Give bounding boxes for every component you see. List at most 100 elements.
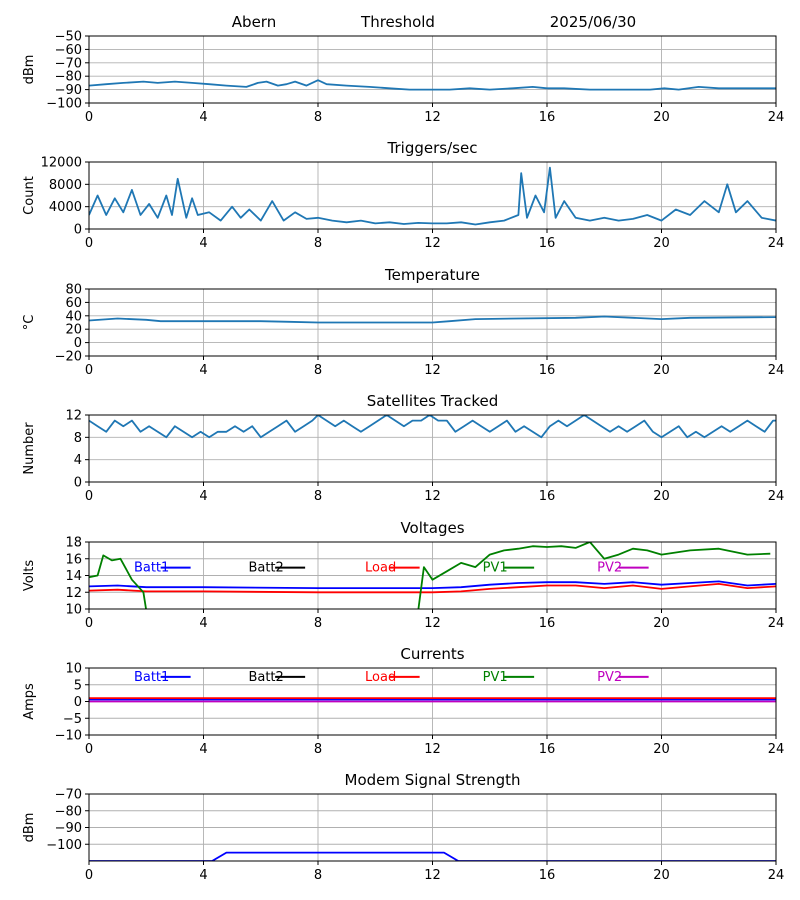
temperature-ytick-label: −20: [55, 350, 82, 365]
triggers-xtick-label: 12: [424, 236, 441, 251]
temperature-series-0-line: [89, 315, 776, 324]
threshold-ytick-label: −100: [46, 97, 82, 112]
temperature-ytick-label: 60: [65, 296, 82, 311]
currents-ytick-label: 10: [65, 662, 82, 677]
temperature-series-group: [89, 315, 776, 324]
threshold-ytick-label: −50: [55, 30, 82, 45]
triggers-series-group: [89, 166, 776, 226]
currents-ylabel: Amps: [22, 683, 37, 720]
voltages-xtick-label: 16: [539, 616, 556, 631]
threshold-frame: [88, 35, 777, 104]
voltages-legend-pv1-label: PV1: [483, 561, 508, 576]
modem-xtick-label: 0: [85, 868, 93, 883]
currents-title: Currents: [400, 645, 464, 663]
temperature-ytick-label: 40: [65, 309, 82, 324]
satellites-xtick-label: 4: [199, 489, 207, 504]
satellites-xtick-label: 12: [424, 489, 441, 504]
satellites-xtick-label: 8: [314, 489, 322, 504]
voltages-legend-batt1-label: Batt1: [134, 561, 169, 576]
currents-series-group: [89, 697, 776, 703]
voltages-ytick-label: 18: [65, 536, 82, 551]
voltages-ytick-label: 16: [65, 552, 82, 567]
voltages-ytick-label: 14: [65, 569, 82, 584]
satellites-series-group: [89, 415, 776, 439]
triggers-xtick-label: 0: [85, 236, 93, 251]
voltages-ytick-label: 12: [65, 586, 82, 601]
temperature-xtick-label: 12: [424, 363, 441, 378]
currents-ytick-label: 0: [74, 695, 82, 710]
voltages-series-batt1-line: [89, 580, 776, 589]
station-name: Abern: [232, 13, 276, 31]
currents-xtick-label: 0: [85, 742, 93, 757]
currents-legend-batt1-label: Batt1: [134, 670, 169, 685]
header: Abern Threshold 2025/06/30: [232, 13, 636, 31]
currents-xtick-label: 20: [653, 742, 670, 757]
modem-ytick-label: −100: [46, 838, 82, 853]
threshold-ytick-label: −70: [55, 56, 82, 71]
triggers-ytick-label: 8000: [49, 178, 82, 193]
satellites-ytick-label: 8: [74, 431, 82, 446]
temperature-xtick-label: 16: [539, 363, 556, 378]
temperature-ytick-label: 0: [74, 336, 82, 351]
voltages-ylabel: Volts: [22, 560, 37, 592]
voltages-xtick-label: 20: [653, 616, 670, 631]
currents-xtick-label: 4: [199, 742, 207, 757]
panel-threshold: dBm 0 4 8 12 16 20 24 −100−90−80−70−60−50: [22, 30, 784, 126]
currents-xtick-label: 8: [314, 742, 322, 757]
threshold-series-group: [89, 79, 776, 91]
satellites-series-0-line: [89, 415, 776, 439]
satellites-frame: [88, 414, 777, 483]
mode-label: Threshold: [360, 13, 435, 31]
modem-xtick-label: 20: [653, 868, 670, 883]
modem-title: Modem Signal Strength: [345, 771, 521, 789]
voltages-legend-load-label: Load: [365, 561, 396, 576]
currents-frame: [88, 667, 777, 736]
satellites-title: Satellites Tracked: [367, 392, 498, 410]
satellites-xtick-label: 16: [539, 489, 556, 504]
modem-xtick-label: 24: [768, 868, 785, 883]
voltages-xtick-label: 0: [85, 616, 93, 631]
temperature-title: Temperature: [384, 266, 480, 284]
threshold-ytick-label: −80: [55, 70, 82, 85]
modem-ytick-label: −90: [55, 821, 82, 836]
satellites-ylabel: Number: [22, 422, 37, 475]
currents-legend-batt2-label: Batt2: [248, 670, 283, 685]
voltages-frame: [88, 541, 777, 610]
modem-xtick-label: 8: [314, 868, 322, 883]
voltages-title: Voltages: [400, 519, 464, 537]
temperature-xtick-label: 4: [199, 363, 207, 378]
triggers-ytick-label: 4000: [49, 200, 82, 215]
temperature-frame: [88, 288, 777, 357]
temperature-xtick-label: 20: [653, 363, 670, 378]
threshold-xtick-label: 4: [199, 110, 207, 125]
satellites-ytick-label: 0: [74, 476, 82, 491]
panel-triggers: Triggers/sec Count 0 4 8 12 16 20 24 0 4000 8000 120…: [22, 139, 784, 251]
threshold-xtick-label: 24: [768, 110, 785, 125]
triggers-xtick-label: 20: [653, 236, 670, 251]
voltages-xtick-label: 24: [768, 616, 785, 631]
voltages-xtick-label: 4: [199, 616, 207, 631]
threshold-xtick-label: 16: [539, 110, 556, 125]
triggers-xtick-label: 24: [768, 236, 785, 251]
currents-xtick-label: 24: [768, 742, 785, 757]
triggers-ytick-label: 0: [74, 223, 82, 238]
voltages-legend-pv2-label: PV2: [597, 561, 622, 576]
modem-series-0-line: [89, 851, 776, 861]
triggers-series-0-line: [89, 166, 776, 226]
modem-ylabel: dBm: [22, 813, 37, 843]
modem-frame: [88, 793, 777, 862]
voltages-series-pv1-line: [89, 542, 771, 609]
currents-ytick-label: −5: [63, 712, 82, 727]
currents-legend-pv2-label: PV2: [597, 670, 622, 685]
voltages-ytick-label: 10: [65, 603, 82, 618]
voltages-xtick-label: 12: [424, 616, 441, 631]
threshold-ytick-label: −60: [55, 43, 82, 58]
satellites-ytick-label: 4: [74, 453, 82, 468]
temperature-ytick-label: 80: [65, 283, 82, 298]
threshold-xtick-label: 0: [85, 110, 93, 125]
temperature-xtick-label: 0: [85, 363, 93, 378]
